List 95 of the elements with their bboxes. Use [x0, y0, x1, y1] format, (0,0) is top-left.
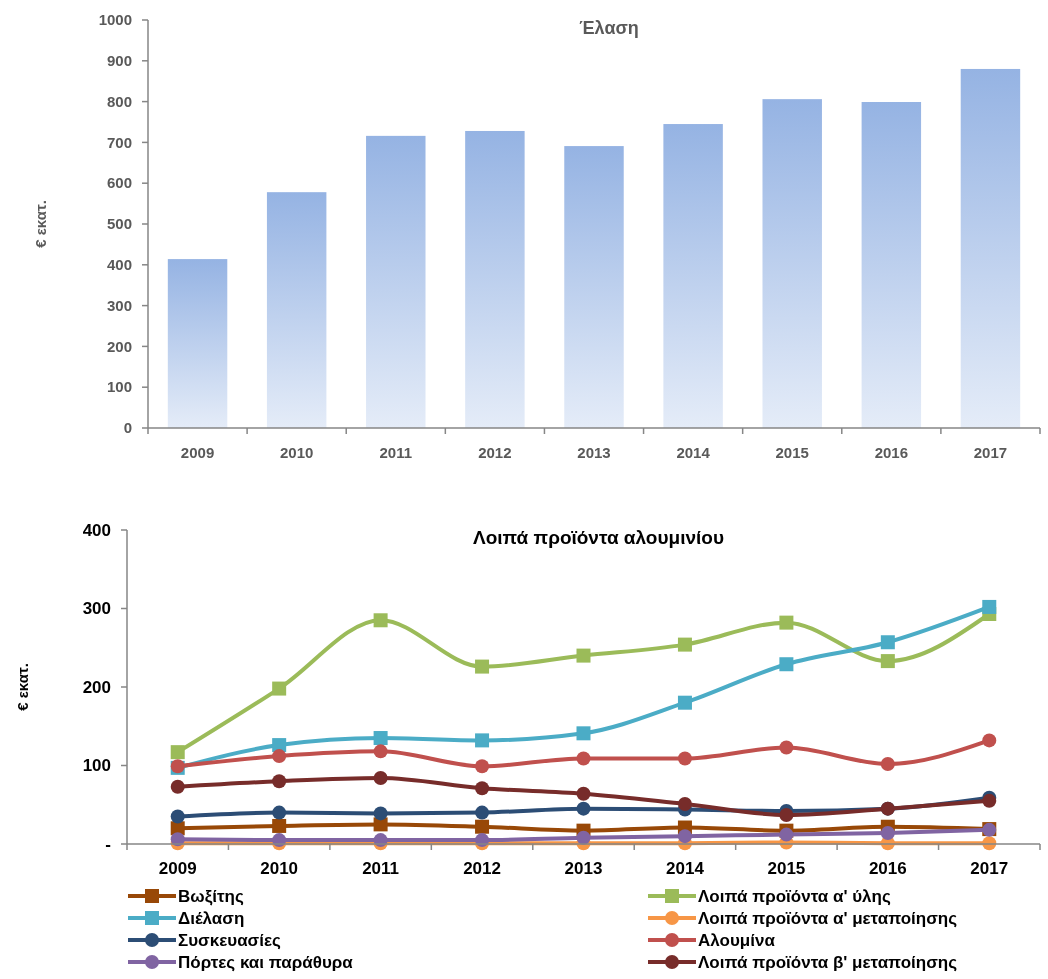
x-tick-label: 2015 — [775, 444, 809, 461]
point — [779, 740, 794, 755]
point — [475, 759, 490, 774]
x-tick-label: 2017 — [970, 859, 1009, 878]
x-tick-label: 2012 — [478, 444, 512, 461]
x-tick-label: 2016 — [868, 859, 907, 878]
point — [475, 819, 490, 834]
legend-label: Λοιπά προϊόντα β' μεταποίησης — [698, 952, 958, 972]
y-tick-label: 500 — [106, 215, 132, 233]
x-tick-label: 2015 — [767, 859, 806, 878]
bar — [663, 124, 723, 428]
bar — [861, 102, 922, 428]
y-tick-label: 0 — [123, 419, 132, 437]
y-tick-label: 100 — [106, 378, 132, 396]
point — [880, 654, 895, 669]
point — [272, 805, 287, 820]
point — [373, 731, 388, 746]
bar — [266, 192, 327, 428]
y-tick-label: 400 — [106, 256, 132, 274]
legend-label: Πόρτες και παράθυρα — [178, 952, 354, 972]
point — [373, 771, 388, 786]
x-tick-label: 2013 — [564, 859, 603, 878]
point — [576, 648, 591, 663]
point — [475, 805, 490, 820]
point — [576, 726, 591, 741]
y-tick-label: 200 — [106, 337, 132, 355]
legend-label: Συσκευασίες — [178, 930, 282, 950]
point — [982, 733, 997, 748]
y-axis-title: € εκατ. — [32, 200, 49, 248]
bar — [960, 68, 1021, 428]
point — [880, 756, 895, 771]
bar — [564, 146, 624, 428]
point — [475, 781, 490, 796]
point — [170, 779, 185, 794]
y-tick-label: 400 — [82, 520, 111, 540]
legend-label: Βωξίτης — [178, 886, 244, 906]
point — [475, 659, 490, 674]
point — [677, 796, 692, 811]
x-tick-label: 2010 — [279, 444, 314, 461]
point — [982, 599, 997, 614]
x-tick-label: 2014 — [676, 444, 711, 461]
x-tick-label: 2012 — [463, 859, 501, 878]
x-tick-label: 2017 — [973, 444, 1008, 461]
y-tick-label: 900 — [106, 52, 132, 70]
y-tick-label: 100 — [82, 756, 111, 776]
y-axis-title: € εκατ. — [14, 663, 31, 711]
y-tick-label: 700 — [106, 133, 132, 151]
y-tick-label: 800 — [106, 92, 132, 110]
point — [677, 751, 692, 766]
point — [576, 751, 591, 766]
chart-title: Λοιπά προϊόντα αλουμινίου — [473, 527, 724, 548]
legend-label: Διέλαση — [178, 908, 245, 928]
y-tick-label: 600 — [106, 174, 132, 192]
point — [779, 657, 794, 672]
point — [779, 615, 794, 630]
point — [373, 744, 388, 759]
y-tick-label: 1000 — [98, 11, 132, 29]
point — [272, 818, 287, 833]
point — [677, 695, 692, 710]
chart-title: Έλαση — [579, 18, 639, 38]
y-tick-label: - — [105, 834, 111, 854]
point — [576, 830, 591, 845]
point — [779, 827, 794, 842]
bar — [167, 259, 228, 428]
x-tick-label: 2010 — [260, 859, 299, 878]
y-tick-label: 200 — [82, 677, 111, 697]
x-tick-label: 2009 — [180, 444, 215, 461]
point — [373, 613, 388, 628]
legend-label: Αλουμίνα — [698, 930, 776, 950]
bar — [465, 130, 525, 428]
x-tick-label: 2011 — [379, 444, 413, 461]
legend-label: Λοιπά προϊόντα α' μεταποίησης — [698, 908, 958, 928]
point — [880, 826, 895, 841]
bar — [762, 99, 822, 428]
point — [677, 829, 692, 844]
point — [170, 809, 185, 824]
x-tick-label: 2011 — [362, 859, 400, 878]
bar — [366, 135, 426, 428]
x-tick-label: 2014 — [666, 859, 705, 878]
point — [272, 774, 287, 789]
point — [880, 635, 895, 650]
legend-label: Λοιπά προϊόντα α' ύλης — [698, 886, 891, 906]
point — [272, 681, 287, 696]
y-tick-label: 300 — [106, 296, 132, 314]
y-tick-label: 300 — [82, 599, 111, 619]
point — [677, 637, 692, 652]
point — [272, 749, 287, 764]
point — [576, 801, 591, 816]
x-tick-label: 2016 — [874, 444, 909, 461]
point — [475, 733, 490, 748]
point — [373, 806, 388, 821]
point — [576, 786, 591, 801]
x-tick-label: 2013 — [577, 444, 611, 461]
point — [170, 745, 185, 760]
x-tick-label: 2009 — [158, 859, 197, 878]
